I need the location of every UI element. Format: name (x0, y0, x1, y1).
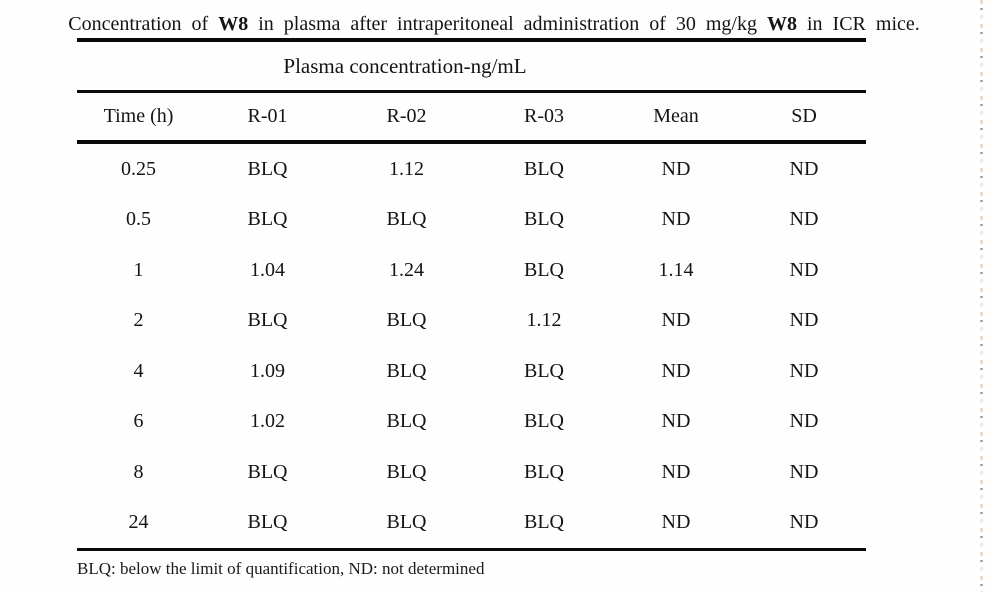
table-cell: ND (789, 208, 819, 231)
table-body: 0.25 BLQ 1.12 BLQ ND ND 0.5 BLQ BLQ BLQ ND ND 1 1.04 1… (77, 144, 866, 548)
table-cell: 8 (133, 460, 144, 483)
table-rule (77, 140, 866, 144)
table-cell: 2 (133, 309, 144, 332)
table-row: 0.5 BLQ BLQ BLQ ND ND (77, 195, 866, 246)
table-row: 0.25 BLQ 1.12 BLQ ND ND (77, 144, 866, 195)
table-cell: BLQ (524, 359, 564, 382)
table-cell: ND (789, 359, 819, 382)
table-cell: BLQ (247, 208, 288, 231)
column-header: SD (791, 105, 817, 127)
column-header: Mean (653, 105, 699, 127)
table-caption: Concentration of W8 in plasma after intr… (20, 11, 968, 38)
table-cell: BLQ (524, 157, 564, 180)
column-header: R-03 (524, 105, 564, 127)
table-row: 4 1.09 BLQ BLQ ND ND (77, 346, 866, 397)
table-cell: 1 (133, 258, 144, 281)
table-group-header-row: Plasma concentration-ng/mL (77, 42, 866, 90)
table-row: 1 1.04 1.24 BLQ 1.14 ND (77, 245, 866, 296)
table-rule (77, 90, 866, 93)
table-cell: ND (661, 208, 691, 231)
table-cell: BLQ (524, 258, 564, 281)
table-cell: 1.14 (658, 258, 694, 281)
table-cell: ND (789, 410, 819, 433)
table-cell: BLQ (386, 511, 427, 534)
table-cell: BLQ (247, 157, 288, 180)
table-cell: ND (661, 410, 691, 433)
table-cell: 1.12 (526, 309, 562, 332)
table-cell: BLQ (524, 410, 564, 433)
table-cell: ND (661, 511, 691, 534)
table-cell: ND (789, 157, 819, 180)
table-cell: BLQ (524, 460, 564, 483)
table-cell: 1.09 (250, 359, 285, 382)
table-top-rule (77, 38, 866, 42)
table-cell: BLQ (386, 359, 427, 382)
column-header: R-02 (386, 105, 427, 127)
table-cell: 1.02 (250, 410, 285, 433)
table-cell: 4 (133, 359, 144, 382)
caption-text: in ICR mice. (796, 13, 920, 35)
table-cell: ND (789, 511, 819, 534)
table-row: 24 BLQ BLQ BLQ ND ND (77, 498, 866, 549)
table-bottom-rule (77, 548, 866, 551)
table-cell: ND (661, 460, 691, 483)
scan-edge-artifact (980, 0, 983, 592)
table-row: 8 BLQ BLQ BLQ ND ND (77, 447, 866, 498)
column-header: Time (h) (103, 105, 174, 127)
data-table: Plasma concentration-ng/mL Time (h) R-01 R… (77, 38, 866, 551)
table-cell: BLQ (524, 208, 564, 231)
table-cell: BLQ (524, 511, 564, 534)
table-footnote: BLQ: below the limit of quantification, … (77, 559, 485, 578)
caption-compound-name: W8 (766, 13, 797, 35)
table-cell: 1.12 (389, 157, 424, 180)
table-cell: BLQ (247, 511, 288, 534)
table-cell: BLQ (386, 410, 427, 433)
table-row: 6 1.02 BLQ BLQ ND ND (77, 397, 866, 448)
table-cell: 1.04 (250, 258, 285, 281)
caption-text: Concentration of (68, 13, 219, 35)
table-cell: BLQ (386, 460, 427, 483)
table-header-row: Time (h) R-01 R-02 R-03 Mean SD (77, 93, 866, 140)
group-header-label: Plasma concentration-ng/mL (283, 53, 527, 78)
table-cell: BLQ (386, 309, 427, 332)
table-cell: ND (789, 460, 819, 483)
table-cell: ND (661, 309, 691, 332)
caption-compound-name: W8 (218, 13, 249, 35)
table-cell: BLQ (386, 208, 427, 231)
table-cell: 1.24 (389, 258, 424, 281)
table-cell: 24 (128, 511, 149, 534)
table-cell: ND (661, 359, 691, 382)
table-cell: BLQ (247, 460, 288, 483)
table-cell: ND (661, 157, 691, 180)
table-cell: 0.25 (121, 157, 156, 180)
table-cell: 0.5 (126, 208, 151, 231)
column-header: R-01 (247, 105, 288, 127)
table-row: 2 BLQ BLQ 1.12 ND ND (77, 296, 866, 347)
table-cell: ND (789, 309, 819, 332)
table-cell: BLQ (247, 309, 288, 332)
table-cell: ND (789, 258, 819, 281)
table-cell: 6 (133, 410, 144, 433)
caption-text: in plasma after intraperitoneal administ… (248, 13, 767, 35)
